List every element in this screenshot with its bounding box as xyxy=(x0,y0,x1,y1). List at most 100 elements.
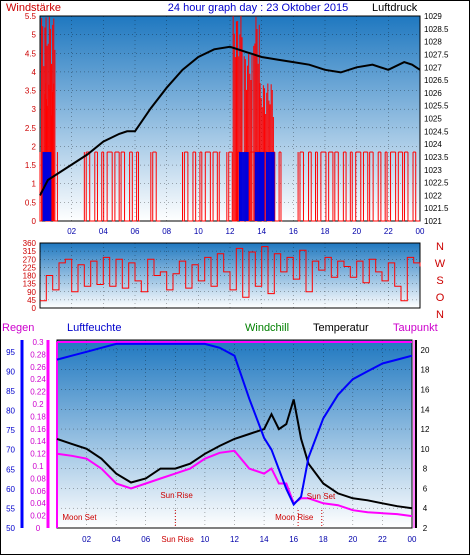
pressure-tick-label: 1025 xyxy=(424,115,442,124)
regen-label: Regen xyxy=(2,322,34,334)
pressure-tick-label: 1022 xyxy=(424,191,442,200)
compass-label: W xyxy=(435,258,446,270)
rain-tick-label: 0.04 xyxy=(30,499,46,508)
rain-tick-label: 0.06 xyxy=(30,487,46,496)
time-tick-label: 16 xyxy=(289,227,298,236)
moon-rise-label: Moon Rise xyxy=(275,513,314,522)
time-tick-label: 10 xyxy=(194,227,203,236)
temp-humidity-series xyxy=(56,341,413,528)
chart-title: 24 hour graph day : 23 Oktober 2015 xyxy=(168,2,348,14)
temp-tick-label: 14 xyxy=(421,405,430,414)
time-tick-label: 16 xyxy=(289,535,298,544)
humidity-axis: 50 55 60 65 70 75 80 85 90 95 xyxy=(6,348,15,533)
rain-tick-label: 0.22 xyxy=(30,388,46,397)
wind-direction-line xyxy=(40,246,421,302)
time-tick-label: 14 xyxy=(260,535,269,544)
humidity-tick-label: 85 xyxy=(6,387,15,396)
pressure-tick-label: 1024.5 xyxy=(424,127,449,136)
rain-tick-label: 0.2 xyxy=(32,400,44,409)
humidity-tick-label: 50 xyxy=(6,524,15,533)
compass-label: N xyxy=(436,309,444,321)
wind-tick-label: 1.5 xyxy=(25,161,37,170)
humidity-line xyxy=(56,342,413,507)
rain-tick-label: 0.24 xyxy=(30,375,46,384)
wind-direction-series xyxy=(40,246,421,302)
time-tick-label: 06 xyxy=(131,227,140,236)
rain-tick-label: 0.14 xyxy=(30,437,46,446)
wind-tick-label: 4.5 xyxy=(25,49,37,58)
sun-set-label: Sun Set xyxy=(307,492,336,501)
wind-tick-label: 2 xyxy=(32,142,37,151)
humidity-tick-label: 70 xyxy=(6,446,15,455)
wind-tick-label: 3 xyxy=(32,105,37,114)
rain-tick-label: 0.08 xyxy=(30,474,46,483)
rain-tick-label: 0.1 xyxy=(32,462,44,471)
rain-tick-label: 0.28 xyxy=(30,350,46,359)
pressure-tick-label: 1027.5 xyxy=(424,50,449,59)
astro-events xyxy=(174,510,323,528)
sun-rise-axis-label: Sun Rise xyxy=(161,535,194,544)
direction-tick-label: 135 xyxy=(23,280,37,289)
temp-tick-label: 8 xyxy=(423,465,428,474)
humidity-tick-label: 60 xyxy=(6,485,15,494)
rain-tick-label: 0 xyxy=(36,524,41,533)
pressure-tick-label: 1026.5 xyxy=(424,76,449,85)
time-tick-label: 14 xyxy=(257,227,266,236)
compass-label: O xyxy=(436,292,445,304)
wind-tick-label: 3.5 xyxy=(25,87,37,96)
wind-tick-label: 2.5 xyxy=(25,124,37,133)
pressure-tick-label: 1021 xyxy=(424,217,442,226)
dewpoint-line xyxy=(56,449,413,518)
rain-tick-label: 0.16 xyxy=(30,425,46,434)
time-tick-label: 06 xyxy=(141,535,150,544)
temp-tick-label: 16 xyxy=(421,385,430,394)
pressure-tick-label: 1023.5 xyxy=(424,153,449,162)
humidity-tick-label: 80 xyxy=(6,407,15,416)
temperature-axis: 2 4 6 8 10 12 14 16 18 20 xyxy=(421,346,430,533)
wind-tick-label: 5 xyxy=(32,31,37,40)
compass-label: N xyxy=(436,241,444,253)
time-tick-label: 02 xyxy=(67,227,76,236)
temp-tick-label: 20 xyxy=(421,346,430,355)
rain-tick-label: 0.3 xyxy=(32,338,44,347)
wind-tick-label: 0.5 xyxy=(25,198,37,207)
time-tick-label: 00 xyxy=(408,535,417,544)
time-tick-label: 18 xyxy=(319,535,328,544)
rain-axis: 0 0.02 0.04 0.06 0.08 0.1 0.12 0.14 0.16 0.18 0.2 0… xyxy=(30,338,46,533)
pressure-tick-label: 1022.5 xyxy=(424,179,449,188)
direction-tick-label: 270 xyxy=(23,255,37,264)
temperature-line xyxy=(56,399,413,510)
sun-rise-label: Sun Rise xyxy=(160,491,193,500)
time-tick-label: 18 xyxy=(321,227,330,236)
direction-tick-label: 360 xyxy=(23,239,37,248)
temp-humidity-grid xyxy=(20,340,417,529)
humidity-tick-label: 90 xyxy=(6,367,15,376)
time-tick-label: 08 xyxy=(162,227,171,236)
wind-tick-label: 1 xyxy=(32,180,37,189)
pressure-tick-label: 1023 xyxy=(424,166,442,175)
time-tick-label: 12 xyxy=(230,535,239,544)
temp-tick-label: 18 xyxy=(421,366,430,375)
wind-axis: 0 0.5 1 1.5 2 2.5 3 3.5 4 4.5 5 5.5 xyxy=(25,12,37,226)
temp-tick-label: 4 xyxy=(423,504,428,513)
direction-tick-label: 180 xyxy=(23,272,37,281)
temp-tick-label: 2 xyxy=(423,524,428,533)
wind-pressure-grid xyxy=(40,16,421,221)
temp-tick-label: 12 xyxy=(421,425,430,434)
pressure-axis: 1021 1021.5 1022 1022.5 1023 1023.5 1024 1024.5… xyxy=(424,12,449,226)
time-tick-label: 22 xyxy=(378,535,387,544)
rain-tick-label: 0.12 xyxy=(30,450,46,459)
wind-title: Windstärke xyxy=(6,2,61,14)
time-tick-label: 02 xyxy=(82,535,91,544)
rain-tick-label: 0.02 xyxy=(30,512,46,521)
pressure-title: Luftdruck xyxy=(372,2,418,14)
time-axis-top: 02 04 06 08 10 12 14 16 18 20 22 00 xyxy=(67,227,425,236)
windchill-label: Windchill xyxy=(245,322,289,334)
direction-tick-label: 0 xyxy=(32,304,37,313)
rain-tick-label: 0.26 xyxy=(30,363,46,372)
moon-set-label: Moon Set xyxy=(62,513,97,522)
